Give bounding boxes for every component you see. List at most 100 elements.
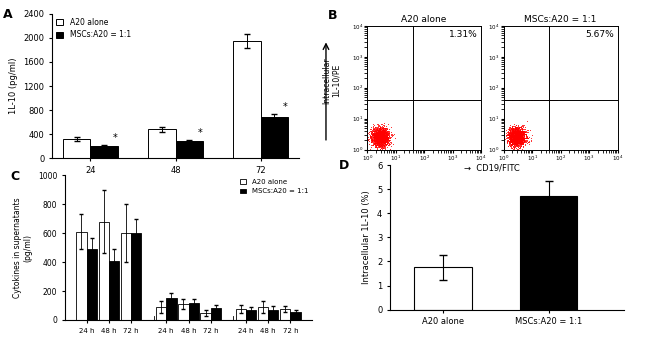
Point (380, 138, 390, 144)
Point (382, 132, 392, 137)
Point (385, 139, 396, 144)
Point (372, 135, 382, 140)
Point (512, 133, 522, 139)
Point (374, 135, 385, 140)
Point (508, 128, 519, 133)
Point (505, 129, 515, 135)
Point (379, 128, 389, 133)
Point (372, 137, 383, 142)
Point (507, 141, 517, 147)
Point (512, 135, 522, 140)
Point (377, 130, 387, 136)
Point (380, 137, 390, 142)
Point (512, 137, 522, 142)
Point (508, 130, 518, 135)
Point (509, 146, 519, 151)
Point (513, 132, 523, 137)
Point (514, 136, 525, 141)
Point (507, 140, 517, 146)
Point (379, 134, 389, 139)
Point (378, 136, 388, 142)
Point (515, 135, 526, 140)
Point (512, 128, 523, 133)
Point (375, 130, 385, 135)
Point (516, 143, 526, 148)
Point (374, 142, 385, 148)
Point (372, 126, 382, 132)
Point (551, 97, 561, 103)
Point (504, 124, 515, 130)
Point (380, 136, 390, 141)
Point (371, 136, 382, 141)
Point (371, 133, 382, 138)
Point (512, 133, 523, 138)
Point (519, 131, 529, 137)
Point (510, 133, 521, 139)
Point (373, 140, 384, 146)
Point (510, 128, 520, 133)
Point (514, 133, 524, 139)
Point (380, 129, 390, 135)
Point (385, 131, 396, 137)
Point (377, 130, 387, 136)
Point (512, 138, 522, 143)
Point (374, 126, 385, 132)
Point (515, 140, 525, 145)
Point (517, 129, 528, 135)
Point (512, 132, 522, 137)
Point (508, 141, 518, 147)
Point (366, 128, 376, 134)
Point (512, 133, 522, 138)
Point (373, 137, 384, 142)
Point (511, 131, 521, 136)
Point (515, 132, 525, 138)
Point (513, 128, 523, 133)
Point (507, 141, 517, 147)
Point (380, 139, 391, 144)
Point (508, 135, 518, 140)
Point (369, 140, 380, 146)
Point (505, 138, 515, 143)
Point (521, 129, 531, 134)
Point (517, 131, 527, 137)
Point (375, 130, 385, 136)
Point (515, 137, 525, 142)
Point (512, 137, 522, 142)
Point (513, 129, 523, 134)
Point (515, 136, 525, 141)
Point (513, 127, 523, 132)
Point (380, 133, 391, 139)
Point (515, 134, 525, 139)
Point (376, 146, 387, 151)
Point (374, 142, 384, 148)
Point (504, 127, 515, 133)
Point (382, 135, 392, 140)
Point (517, 137, 527, 143)
Point (380, 127, 391, 132)
Point (373, 137, 384, 143)
Point (513, 134, 523, 139)
Point (376, 134, 386, 139)
Point (512, 133, 523, 139)
Point (508, 129, 518, 135)
Point (374, 131, 384, 137)
Point (373, 132, 384, 138)
Point (378, 139, 388, 144)
Point (508, 128, 519, 134)
Point (376, 129, 387, 134)
Point (512, 131, 523, 136)
Point (370, 133, 380, 139)
Point (510, 133, 521, 139)
Point (377, 142, 387, 148)
Point (368, 126, 378, 132)
Point (374, 133, 385, 139)
Point (369, 130, 380, 136)
Point (506, 141, 516, 147)
Point (373, 135, 384, 141)
Point (506, 139, 517, 144)
Point (515, 129, 526, 134)
Point (514, 132, 525, 137)
Point (516, 129, 526, 134)
Point (513, 136, 523, 142)
Point (374, 130, 384, 135)
